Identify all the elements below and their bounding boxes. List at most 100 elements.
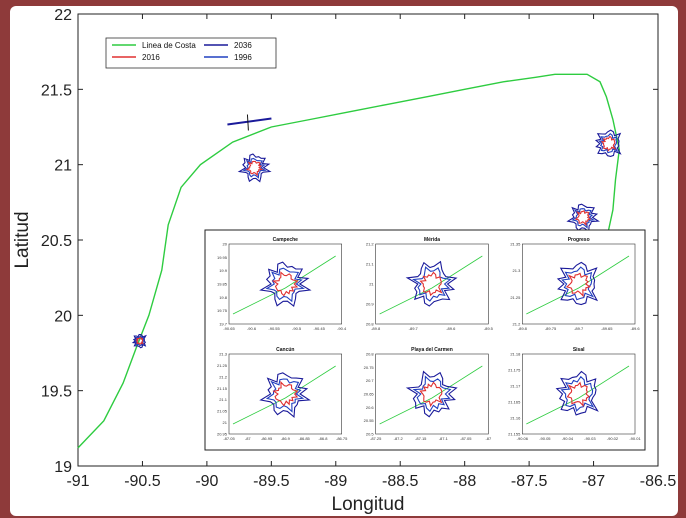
x-tick-label: -90 <box>195 473 218 490</box>
inset-x-tick: -90.55 <box>268 326 280 331</box>
inset-coast-line <box>526 365 630 425</box>
inset-title: Campeche <box>273 237 299 243</box>
inset-x-tick: -87.15 <box>415 436 427 441</box>
inset-x-tick: -86.8 <box>318 436 328 441</box>
inset-footprint-2036 <box>405 370 458 418</box>
legend-label: 2036 <box>234 41 252 50</box>
inset-x-tick: -86.85 <box>298 436 310 441</box>
inset-axes <box>228 243 342 325</box>
inset-y-tick: 19.95 <box>217 255 228 260</box>
inset-title: Mérida <box>424 237 440 243</box>
inset-coast-line <box>526 255 630 315</box>
x-tick-label: -88.5 <box>382 473 419 490</box>
inset-x-tick: -89.5 <box>484 326 494 331</box>
inset-x-tick: -90.05 <box>539 436 551 441</box>
inset-footprint-2036 <box>259 372 311 419</box>
inset-y-tick: 21.3 <box>513 268 522 273</box>
inset-footprint-1996 <box>265 378 305 413</box>
inset-x-tick: -89.7 <box>409 326 419 331</box>
inset-x-tick: -87.1 <box>439 436 449 441</box>
inset-footprint-1996 <box>560 375 595 412</box>
inset-x-tick: -90.45 <box>313 326 325 331</box>
inset-x-tick: -86.9 <box>281 436 291 441</box>
inset-y-tick: 20.55 <box>364 418 375 423</box>
inset-footprint-2016 <box>419 271 443 297</box>
y-tick-label: 21.5 <box>41 82 72 99</box>
legend-label: Linea de Costa <box>142 41 196 50</box>
inset-axes <box>522 243 636 325</box>
inset-x-tick: -87.05 <box>223 436 235 441</box>
city-footprint-2036 <box>566 203 600 233</box>
inset-coast-line <box>379 365 483 425</box>
inset-y-tick: 21 <box>223 420 228 425</box>
inset-x-tick: -90.02 <box>607 436 619 441</box>
legend-label: 2016 <box>142 53 160 62</box>
inset-x-tick: -89.65 <box>601 326 613 331</box>
inset-footprint-2036 <box>259 261 312 308</box>
y-tick-label: 20 <box>54 308 72 325</box>
inset-axes <box>375 353 489 435</box>
inset-y-tick: 20.95 <box>217 432 228 437</box>
inset-x-tick: -87 <box>245 436 252 441</box>
inset-y-tick: 20.8 <box>366 352 375 357</box>
inset-y-tick: 21.25 <box>217 363 228 368</box>
inset-y-tick: 21.16 <box>510 416 521 421</box>
inset-y-tick: 19.75 <box>217 308 228 313</box>
city-footprint-progreso <box>227 117 272 126</box>
inset-axes <box>375 243 489 325</box>
inset-footprint-2016 <box>272 380 299 407</box>
city-footprint-1996 <box>242 157 267 179</box>
x-tick-label: -88 <box>453 473 476 490</box>
inset-y-tick: 20.5 <box>366 432 375 437</box>
inset-footprint-2036 <box>405 260 458 307</box>
inset-footprint-1996 <box>265 267 305 303</box>
inset-y-tick: 21.2 <box>513 322 522 327</box>
y-tick-label: 19.5 <box>41 384 72 401</box>
inset-x-tick: -90.4 <box>337 326 347 331</box>
inset-footprint-2016 <box>565 272 591 298</box>
inset-y-tick: 21.3 <box>219 352 228 357</box>
inset-coast-line <box>379 255 483 315</box>
inset-title: Sisal <box>573 347 585 353</box>
inset-x-tick: -86.95 <box>261 436 273 441</box>
x-tick-label: -89.5 <box>253 473 290 490</box>
city-footprint-1996 <box>598 132 619 154</box>
inset-footprint-2016 <box>271 271 299 297</box>
inset-y-tick: 21.15 <box>217 386 228 391</box>
y-tick-label: 22 <box>54 7 72 24</box>
legend-box <box>105 37 277 69</box>
inset-y-tick: 19.7 <box>219 322 228 327</box>
inset-y-tick: 21.05 <box>217 409 228 414</box>
inset-x-tick: -90.5 <box>292 326 302 331</box>
inset-y-tick: 20.8 <box>366 322 375 327</box>
inset-x-tick: -86.75 <box>336 436 348 441</box>
y-axis-label: Latitud <box>12 211 33 268</box>
inset-y-tick: 21.18 <box>510 352 521 357</box>
inset-x-tick: -90.03 <box>584 436 596 441</box>
inset-x-tick: -90.06 <box>517 436 529 441</box>
inset-title: Playa del Carmen <box>411 347 453 353</box>
inset-y-tick: 21.1 <box>366 262 375 267</box>
legend-label: 1996 <box>234 53 252 62</box>
inset-footprint-2036 <box>556 261 599 306</box>
y-tick-label: 19 <box>54 459 72 476</box>
inset-y-tick: 20.7 <box>366 378 375 383</box>
inset-axes <box>522 353 636 435</box>
inset-y-tick: 20.9 <box>366 302 375 307</box>
inset-footprint-1996 <box>561 266 595 301</box>
inset-y-tick: 21.25 <box>510 295 521 300</box>
inset-footprint-1996 <box>412 375 452 413</box>
inset-y-tick: 21.165 <box>508 400 521 405</box>
inset-x-tick: -87.2 <box>394 436 404 441</box>
inset-x-tick: -90.6 <box>247 326 257 331</box>
y-tick-label: 21 <box>54 158 72 175</box>
inset-x-tick: -89.8 <box>518 326 528 331</box>
inset-x-tick: -90.01 <box>629 436 641 441</box>
x-tick-label: -87 <box>582 473 605 490</box>
inset-y-tick: 20.6 <box>366 405 375 410</box>
city-footprint-2036 <box>594 129 622 157</box>
city-footprint-2016 <box>245 160 264 177</box>
city-footprint-2036 <box>131 334 147 349</box>
city-footprint-2016 <box>574 210 592 227</box>
x-axis-label: Longitud <box>332 494 405 515</box>
